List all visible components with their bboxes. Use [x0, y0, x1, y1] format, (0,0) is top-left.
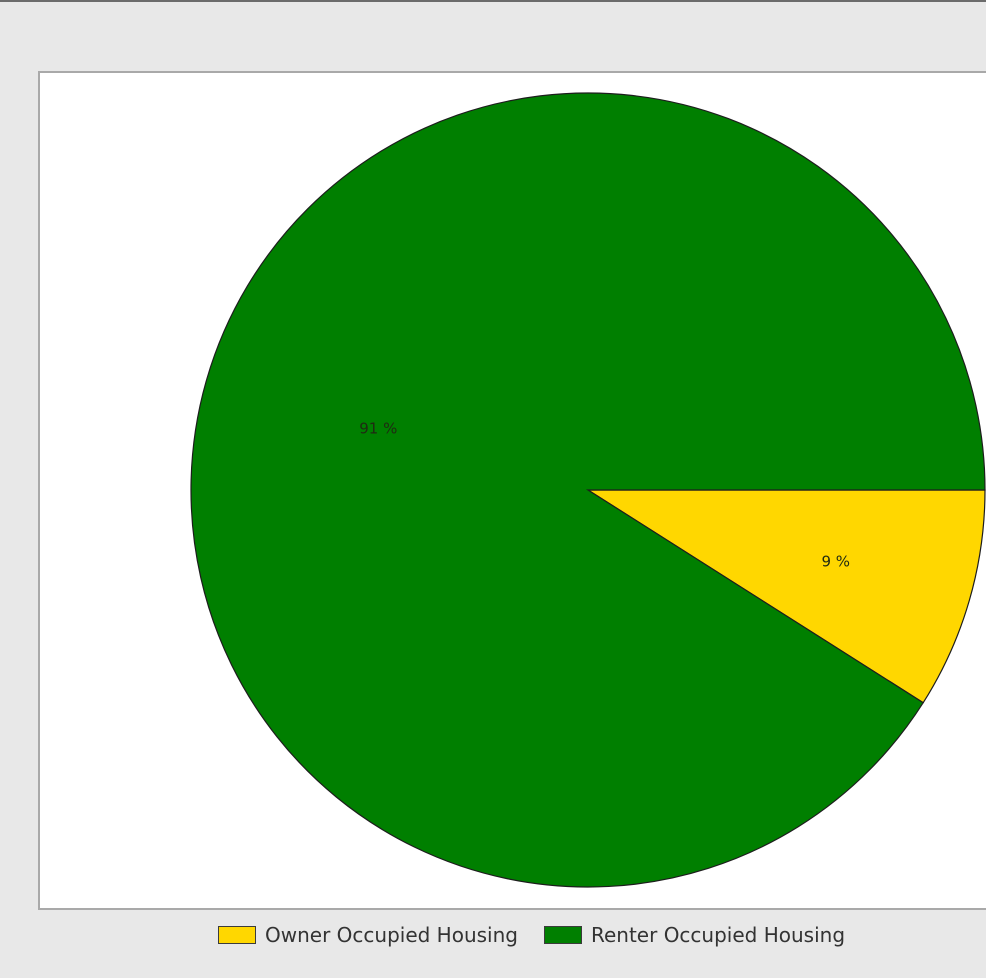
legend-item-owner: Owner Occupied Housing	[218, 923, 518, 947]
pie-slice-label-renter-occupied-housing: 91 %	[359, 420, 397, 438]
legend-swatch-renter	[543, 926, 582, 944]
legend-label-renter: Renter Occupied Housing	[590, 923, 846, 947]
legend-label-owner: Owner Occupied Housing	[265, 923, 518, 947]
pie-slice-renter-occupied-housing	[190, 92, 986, 888]
legend-swatch-owner	[218, 926, 256, 944]
legend-item-renter: Renter Occupied Housing	[543, 923, 846, 947]
pie-slice-labels: 9 % 91 %	[359, 420, 850, 571]
pie-slice-label-owner-occupied-housing: 9 %	[822, 552, 851, 570]
pie-slices	[190, 92, 986, 888]
legend: Owner Occupied Housing Renter Occupied H…	[218, 920, 871, 950]
pie-slice-owner-occupied-housing	[585, 489, 986, 704]
